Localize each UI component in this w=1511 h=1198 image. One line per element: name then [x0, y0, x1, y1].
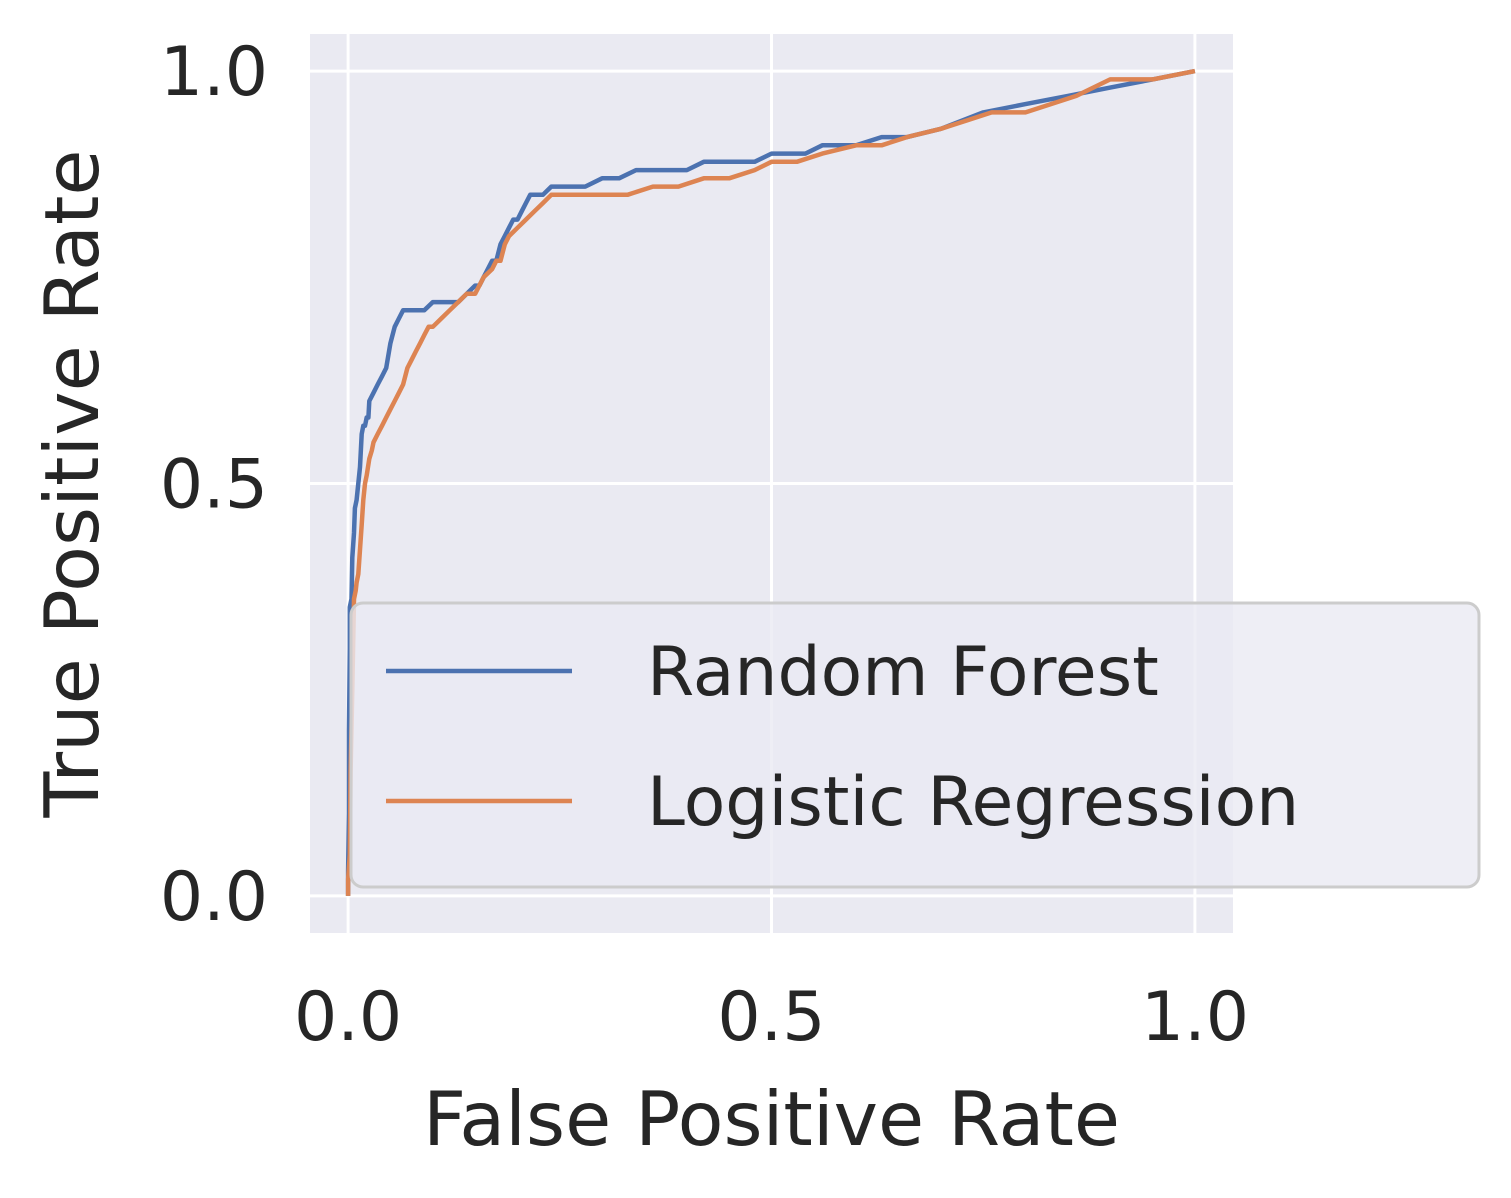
legend-label-logistic-regression: Logistic Regression [647, 763, 1299, 842]
y-tick-labels: 0.0 0.5 1.0 [160, 33, 268, 937]
grid-lines [310, 34, 1233, 933]
x-tick-label: 1.0 [1141, 978, 1249, 1057]
x-tick-labels: 0.0 0.5 1.0 [294, 978, 1249, 1057]
series-line-logistic-regression [345, 68, 1196, 896]
y-tick-label: 1.0 [160, 33, 268, 112]
y-tick-label: 0.0 [160, 858, 268, 937]
x-tick-label: 0.0 [294, 978, 402, 1057]
legend: Random Forest Logistic Regression [349, 601, 1481, 889]
y-axis-label: True Positive Rate [28, 149, 116, 818]
x-axis-label: False Positive Rate [423, 1075, 1120, 1163]
legend-box [349, 601, 1481, 889]
x-tick-label: 0.5 [717, 978, 825, 1057]
legend-label-random-forest: Random Forest [647, 633, 1159, 712]
y-tick-label: 0.5 [160, 446, 268, 525]
series-lines [345, 68, 1196, 896]
